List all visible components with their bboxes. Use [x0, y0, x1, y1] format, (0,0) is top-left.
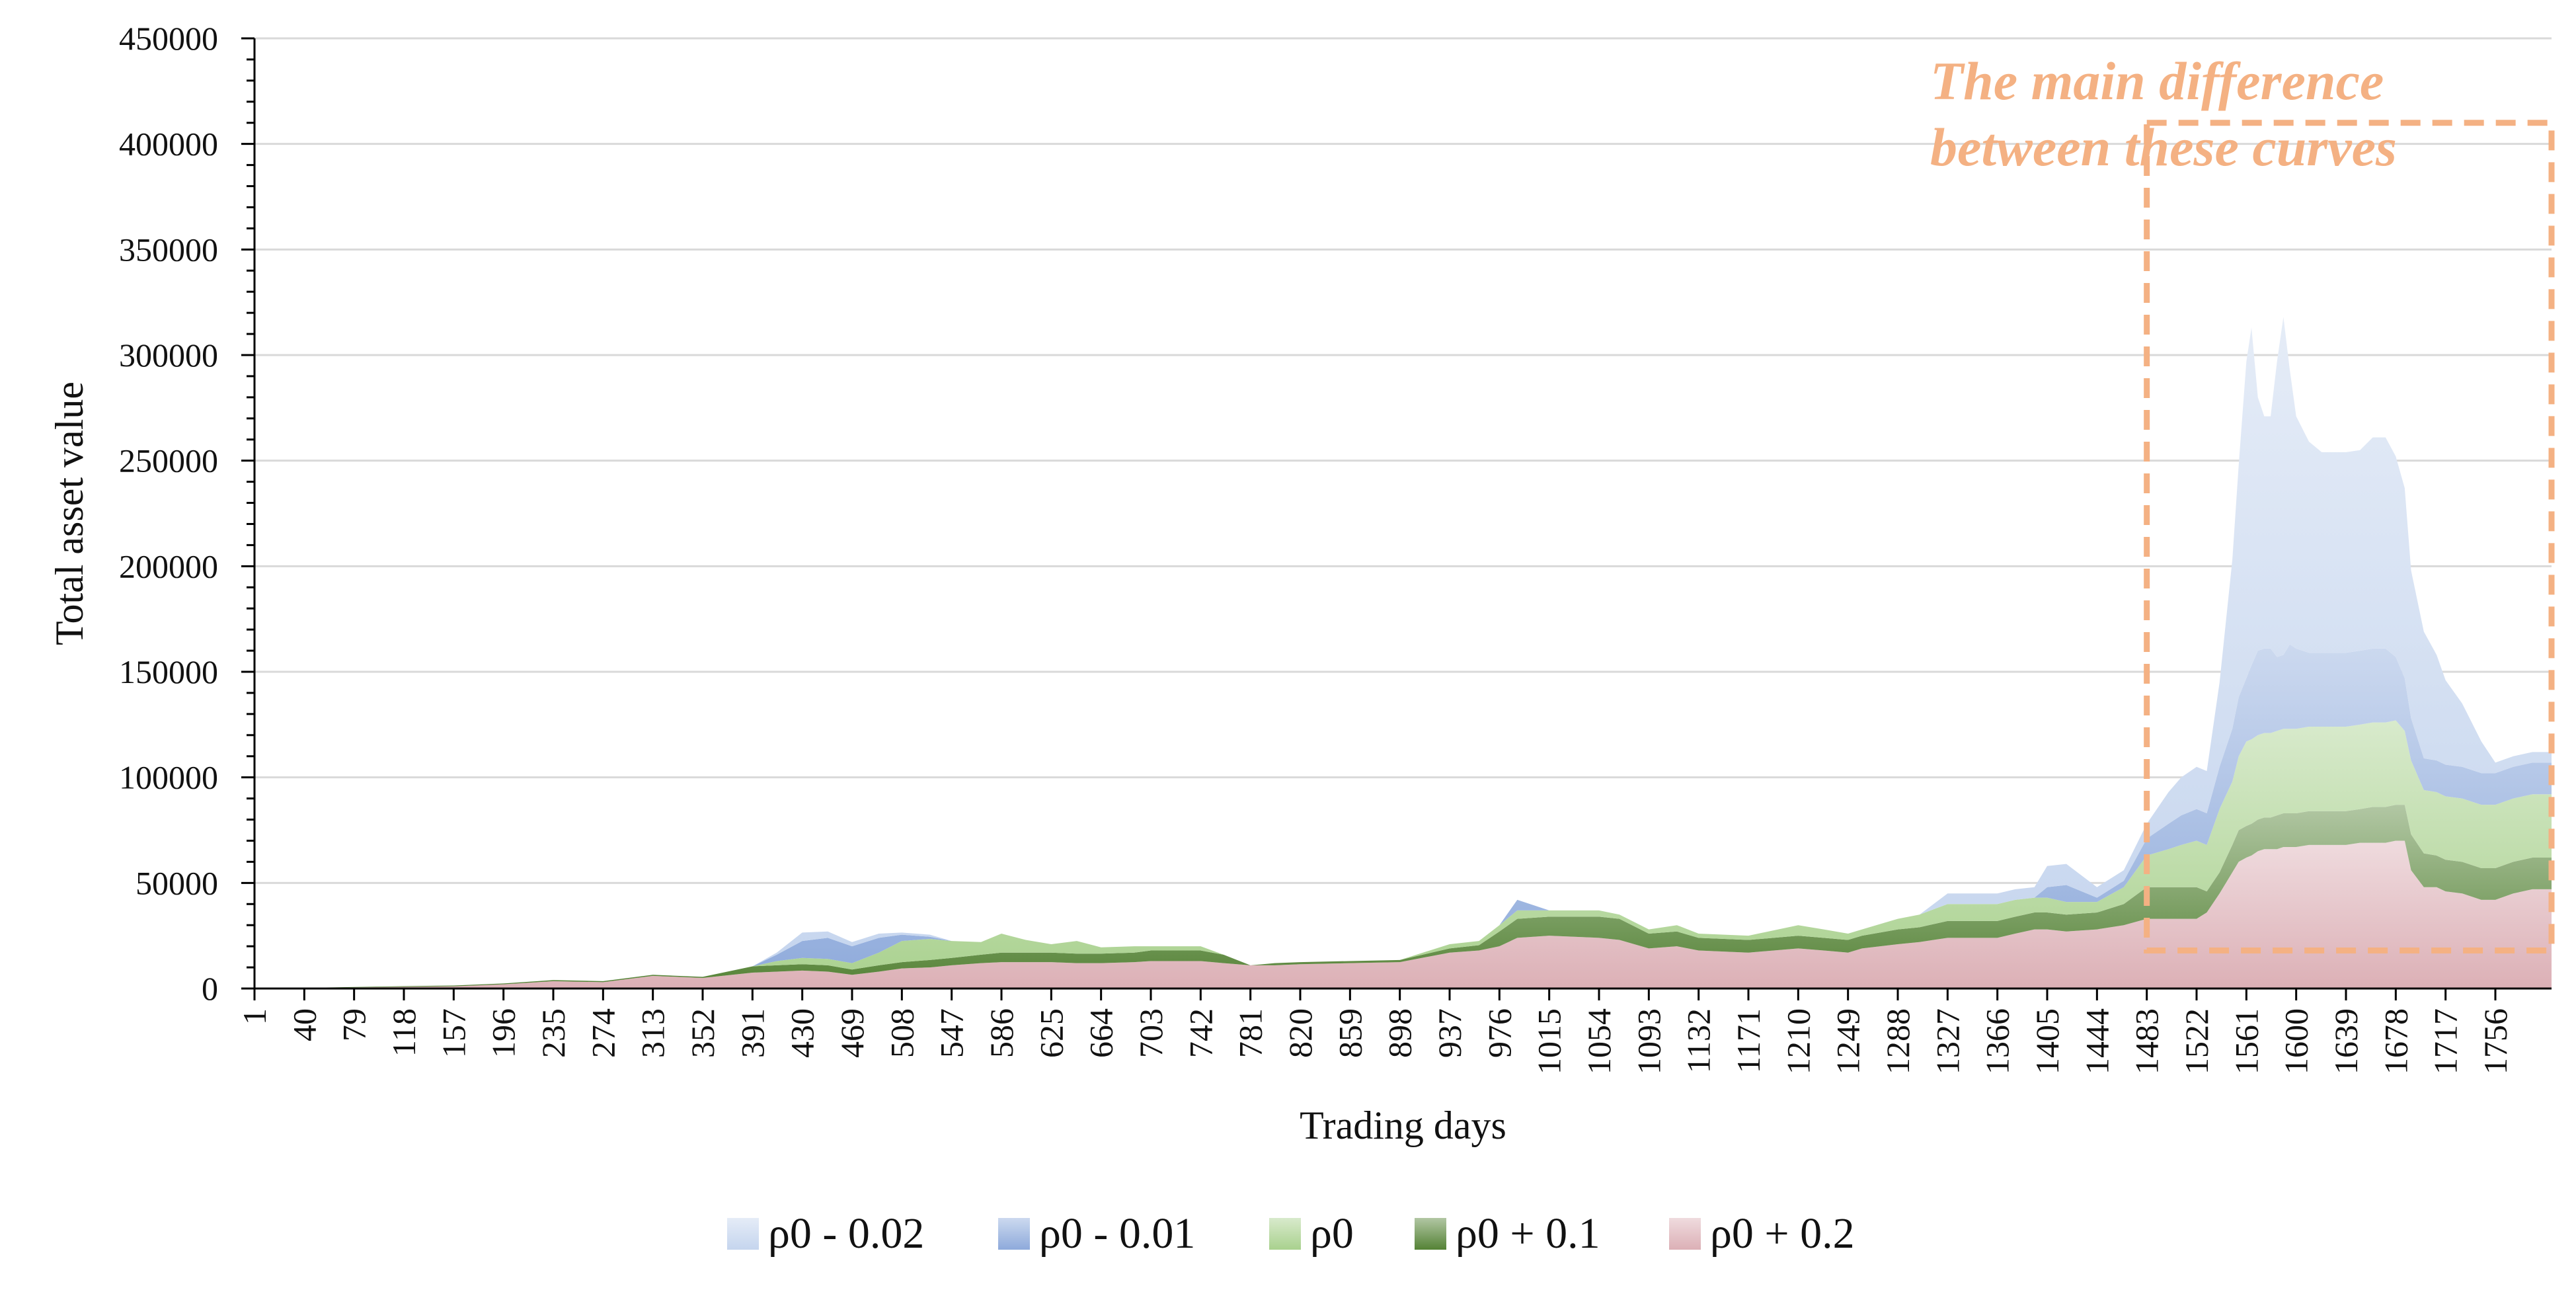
x-tick-label: 235: [535, 1008, 572, 1058]
x-tick-label: 1054: [1581, 1008, 1618, 1074]
area-series-1: [254, 840, 2552, 989]
x-tick-label: 1093: [1630, 1008, 1667, 1074]
legend-swatch: [1669, 1218, 1701, 1250]
legend-label: ρ0 - 0.02: [768, 1209, 924, 1258]
area-series-4: [254, 644, 2552, 989]
x-tick-label: 547: [933, 1008, 970, 1058]
x-tick-label: 1522: [2178, 1008, 2215, 1074]
x-tick-label: 937: [1431, 1008, 1468, 1058]
legend-label: ρ0: [1310, 1209, 1354, 1258]
x-tick-label: 430: [784, 1008, 821, 1058]
area-series-2: [254, 805, 2552, 989]
annotation-box: [2144, 120, 2555, 954]
area-series-3: [254, 720, 2552, 989]
axes: 0 50000 100000 150000 200000 250000 300000 3500…: [119, 20, 2552, 1074]
x-tick-label: 1444: [2078, 1008, 2115, 1074]
x-axis-title: Trading days: [1300, 1104, 1506, 1147]
x-tick-label: 40: [286, 1008, 323, 1041]
x-tick-label: 391: [734, 1008, 771, 1058]
legend-label: ρ0 - 0.01: [1039, 1209, 1195, 1258]
area-series: [254, 317, 2552, 989]
y-axis-title: Total asset value: [48, 382, 91, 645]
x-tick-label: 1561: [2228, 1008, 2265, 1074]
legend-swatch: [1269, 1218, 1301, 1250]
x-tick-label: 1405: [2029, 1008, 2066, 1074]
x-tick-label: 79: [336, 1008, 373, 1041]
annotation: The main difference between these curves: [1930, 51, 2555, 954]
y-tick-label: 450000: [119, 20, 218, 57]
x-tick-label: 1015: [1531, 1008, 1568, 1074]
x-tick-label: 625: [1033, 1008, 1070, 1058]
legend-swatch: [998, 1218, 1030, 1250]
y-tick-label: 100000: [119, 759, 218, 796]
x-tick-label: 781: [1232, 1008, 1269, 1058]
y-tick-label: 200000: [119, 547, 218, 585]
y-tick-label: 50000: [136, 864, 218, 901]
legend-swatch: [727, 1218, 759, 1250]
x-tick-label: 1288: [1879, 1008, 1916, 1074]
x-tick-label: 196: [485, 1008, 522, 1058]
x-tick-label: 1249: [1830, 1008, 1867, 1074]
legend-swatch: [1415, 1218, 1446, 1250]
y-tick-label: 250000: [119, 442, 218, 479]
x-tick-label: 586: [983, 1008, 1020, 1058]
x-tick-label: 157: [435, 1008, 472, 1058]
x-tick-label: 1327: [1929, 1008, 1966, 1074]
x-tick-label: 118: [385, 1008, 422, 1057]
x-tick-label: 1366: [1979, 1008, 2016, 1074]
legend: ρ0 - 0.02 ρ0 - 0.01 ρ0 ρ0 + 0.1 ρ0 + 0.2: [727, 1209, 1855, 1258]
x-tick-label: 703: [1132, 1008, 1169, 1058]
x-tick-label: 1483: [2128, 1008, 2166, 1074]
x-tick-label: 1171: [1730, 1008, 1767, 1073]
x-tick-label: 352: [684, 1008, 721, 1058]
x-tick-label: 742: [1182, 1008, 1219, 1058]
x-tick-label: 1210: [1779, 1008, 1816, 1074]
x-tick-label: 1: [236, 1008, 273, 1025]
legend-label: ρ0 + 0.1: [1456, 1209, 1600, 1258]
x-tick-label: 313: [635, 1008, 672, 1058]
x-tick-label: 664: [1083, 1008, 1120, 1058]
x-tick-label: 469: [834, 1008, 871, 1058]
y-tick-label: 150000: [119, 653, 218, 690]
x-tick-label: 274: [584, 1008, 621, 1058]
y-tick-label: 300000: [119, 337, 218, 374]
y-tick-label: 400000: [119, 126, 218, 163]
x-tick-label: 898: [1382, 1008, 1419, 1058]
y-tick-label: 0: [202, 970, 218, 1007]
y-tick-label: 350000: [119, 231, 218, 268]
x-tick-label: 1600: [2278, 1008, 2315, 1074]
gridlines: [254, 37, 2552, 884]
x-tick-label: 859: [1331, 1008, 1368, 1058]
x-tick-label: 508: [883, 1008, 920, 1058]
x-tick-label: 1717: [2427, 1008, 2464, 1074]
legend-label: ρ0 + 0.2: [1710, 1209, 1855, 1258]
x-tick-label: 1756: [2477, 1008, 2514, 1074]
x-tick-label: 1639: [2327, 1008, 2364, 1074]
x-tick-label: 1678: [2377, 1008, 2414, 1074]
x-tick-label: 1132: [1680, 1008, 1717, 1073]
annotation-text-line2: between these curves: [1930, 117, 2397, 177]
x-tick-label: 820: [1282, 1008, 1319, 1058]
x-tick-label: 976: [1481, 1008, 1518, 1058]
annotation-text-line1: The main difference: [1930, 51, 2384, 111]
